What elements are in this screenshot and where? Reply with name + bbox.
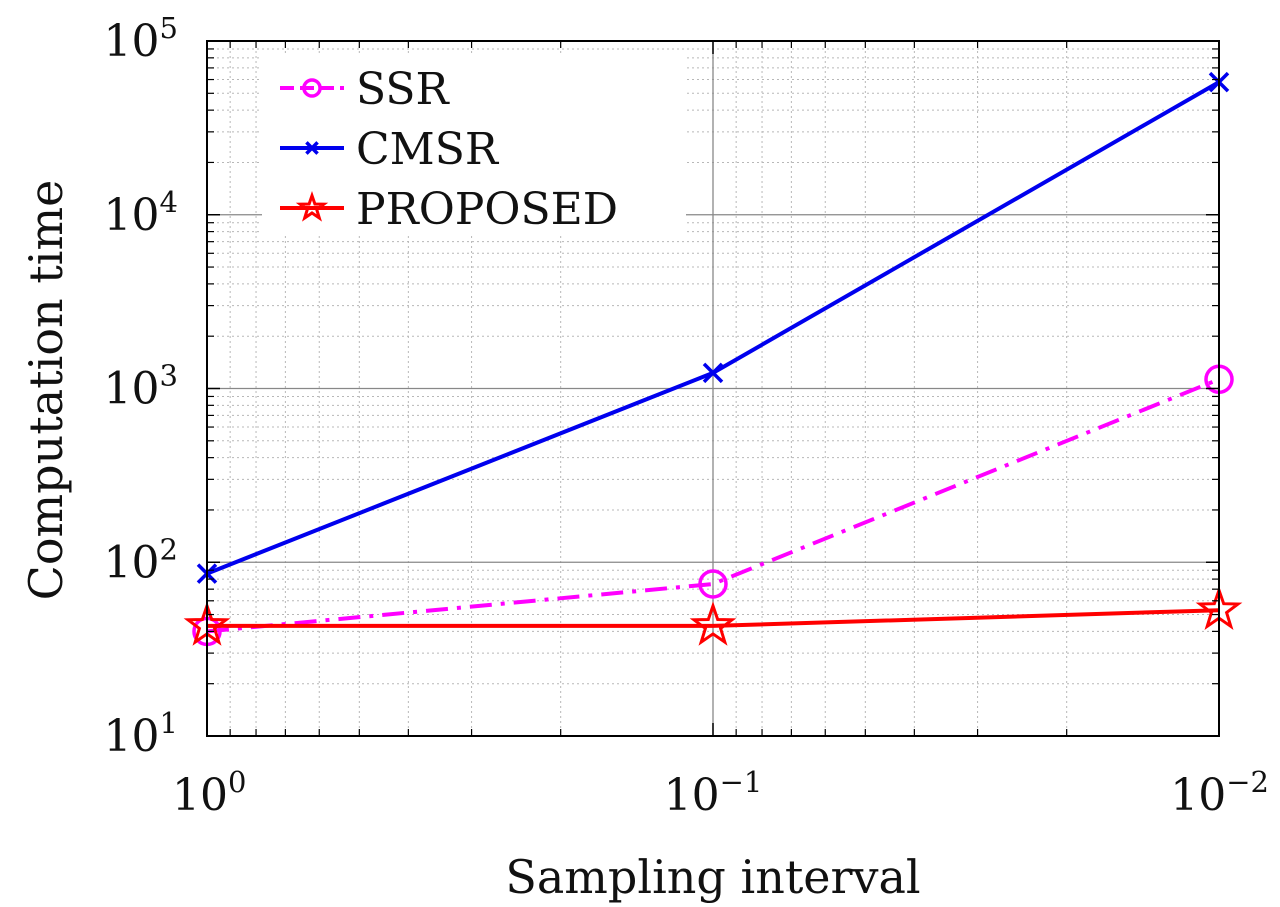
axis-ticks xyxy=(206,40,1220,737)
marker-circle xyxy=(698,569,728,599)
legend-item: PROPOSED xyxy=(280,184,618,235)
marker-x-stroke xyxy=(702,362,724,384)
y-tick-label: 101 xyxy=(104,706,178,762)
marker-star xyxy=(689,601,737,646)
x-tick-label: 10−1 xyxy=(664,765,763,821)
y-tick-label: 103 xyxy=(104,359,178,415)
y-tick-label: 104 xyxy=(104,185,178,241)
legend-item: SSR xyxy=(280,64,451,115)
series-line xyxy=(207,608,1220,628)
marker-circle xyxy=(302,78,322,98)
x-tick-labels: 100 10−1 10−2 xyxy=(172,765,1269,821)
y-tick-label: 102 xyxy=(104,532,178,588)
y-tick-labels: 101 102 103 104 105 xyxy=(104,11,178,762)
legend-item: CMSR xyxy=(280,124,500,175)
marker-x xyxy=(305,141,319,155)
marker-x-stroke xyxy=(305,141,319,155)
x-axis-label: Sampling interval xyxy=(505,850,920,904)
x-tick-label: 10−2 xyxy=(1170,765,1269,821)
legend-label: PROPOSED xyxy=(356,184,618,235)
marker-star xyxy=(295,191,329,222)
y-tick-label: 105 xyxy=(104,11,178,67)
legend-label: CMSR xyxy=(356,124,500,175)
marker-x xyxy=(702,362,724,384)
x-tick-label: 100 xyxy=(172,765,246,821)
legend-label: SSR xyxy=(356,64,451,115)
y-axis-label: Computation time xyxy=(19,180,73,601)
legend: SSR CMSR PROPOSED xyxy=(262,56,686,236)
